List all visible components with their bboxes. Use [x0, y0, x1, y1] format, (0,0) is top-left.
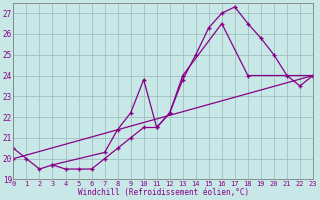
X-axis label: Windchill (Refroidissement éolien,°C): Windchill (Refroidissement éolien,°C): [78, 188, 249, 197]
